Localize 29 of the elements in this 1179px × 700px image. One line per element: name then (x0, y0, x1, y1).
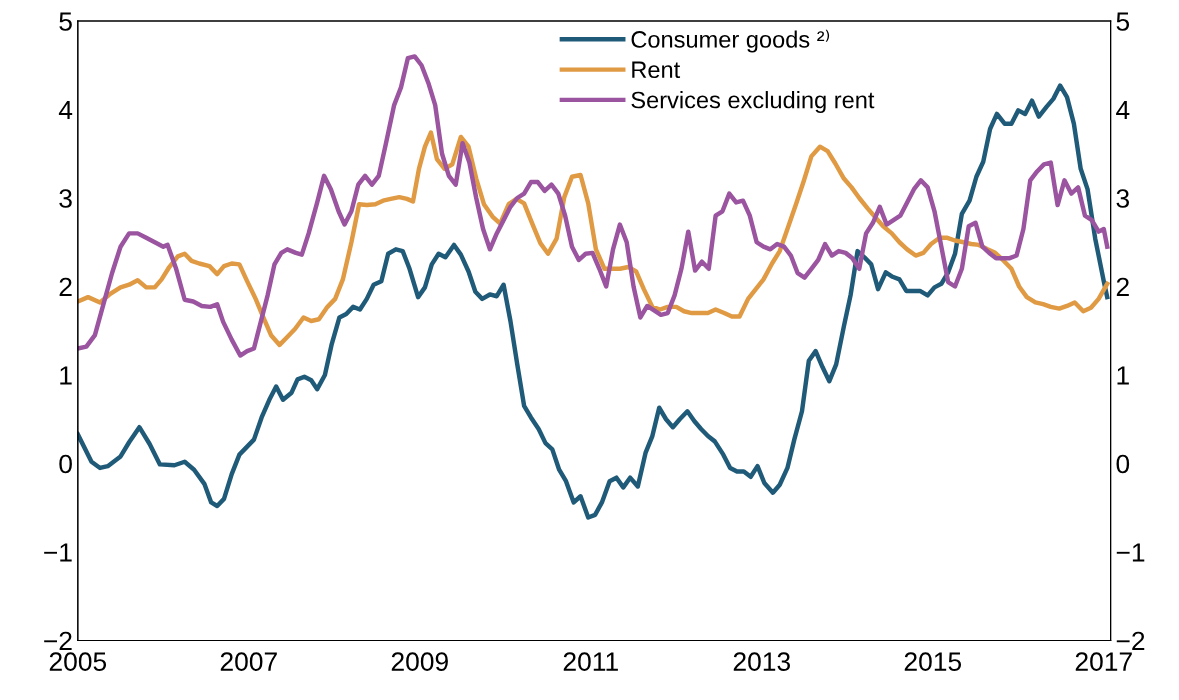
y2-tick-label: 4 (1116, 100, 1130, 120)
x-tick-label: 2009 (391, 652, 448, 671)
y-tick-label: −1 (44, 543, 72, 562)
x-tick-label: 2005 (49, 652, 107, 671)
x-tick-label: 2007 (220, 652, 277, 671)
legend-label: Services excluding rent (631, 91, 875, 114)
y-tick-label: 5 (59, 12, 72, 31)
y2-tick-label: −2 (1116, 631, 1145, 651)
y2-tick-label: 2 (1116, 277, 1129, 297)
y2-tick-label: 1 (1117, 366, 1129, 385)
y-tick-label: 1 (60, 366, 72, 385)
legend-label: Consumer goods ²⁾ (631, 29, 830, 53)
x-tick-label: 2015 (904, 652, 962, 671)
legend-label: Rent (632, 61, 681, 79)
line-series (77, 130, 1110, 348)
y-tick-label: 0 (59, 454, 72, 474)
x-tick-label: 2017 (1075, 652, 1132, 671)
line-series (77, 54, 1110, 358)
y2-tick-label: 0 (1116, 454, 1130, 474)
y2-tick-label: 3 (1116, 189, 1129, 208)
y-tick-label: 2 (59, 277, 72, 297)
y-tick-label: 3 (59, 189, 72, 208)
y2-tick-label: 5 (1116, 12, 1130, 31)
y-tick-label: −2 (44, 631, 72, 651)
y2-tick-label: −1 (1116, 543, 1145, 562)
x-tick-label: 2013 (733, 652, 790, 671)
x-tick-label: 2011 (563, 652, 618, 671)
y-tick-label: 4 (58, 100, 73, 120)
line-series (77, 83, 1110, 520)
